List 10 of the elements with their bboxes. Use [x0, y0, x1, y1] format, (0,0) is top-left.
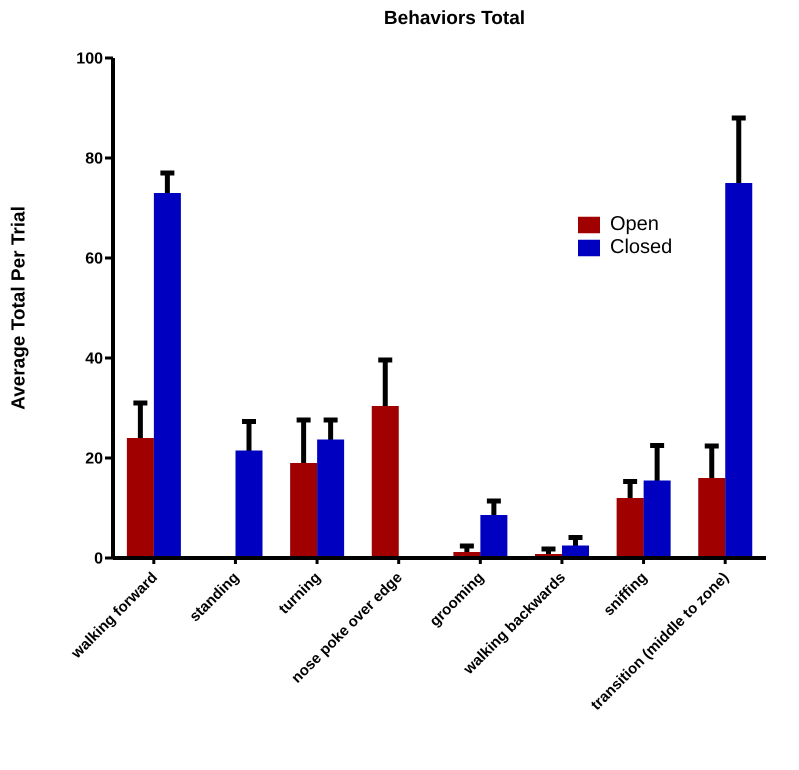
y-tick-label: 80 [85, 150, 104, 168]
y-tick-label: 100 [76, 50, 104, 68]
y-axis-title: Average Total Per Trial [8, 206, 30, 410]
y-tick-label: 40 [85, 350, 104, 368]
chart-title: Behaviors Total [382, 8, 526, 31]
legend-label: Closed [610, 236, 672, 258]
legend-label: Open [610, 213, 659, 235]
y-tick-label: 20 [85, 450, 104, 468]
y-tick-label: 0 [94, 550, 104, 568]
y-tick-label: 60 [85, 250, 104, 268]
